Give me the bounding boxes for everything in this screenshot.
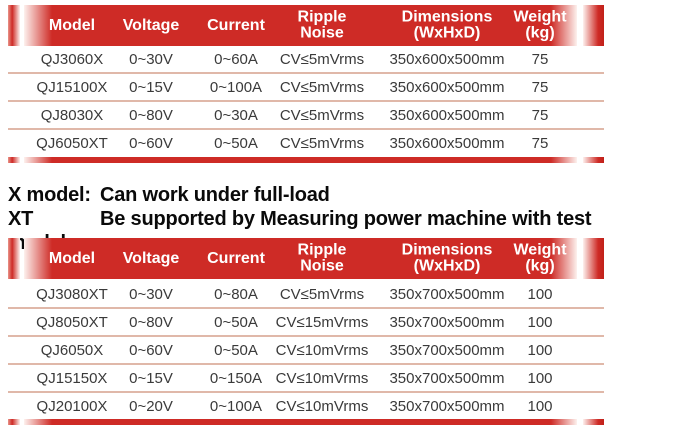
note-text: Be supported by Measuring power machine … <box>100 208 592 230</box>
col-header-weight: Weight (kg) <box>513 8 567 42</box>
cell-voltage: 0~60V <box>129 135 173 152</box>
cell-voltage: 0~15V <box>129 79 173 96</box>
cell-voltage: 0~30V <box>129 286 173 303</box>
model-notes: X model: Can work under full-load XT mod… <box>8 183 698 254</box>
cell-weight: 75 <box>531 107 549 124</box>
cell-current: 0~50A <box>214 135 258 152</box>
col-header-model: Model <box>48 17 96 34</box>
cell-model: QJ6050X <box>40 342 104 359</box>
table2-bottom-bar <box>8 419 604 425</box>
cell-weight: 100 <box>527 286 553 303</box>
cell-model: QJ15150X <box>36 370 108 387</box>
bar-main <box>24 419 577 425</box>
cell-ripple: CV≤10mVrms <box>275 370 369 387</box>
cell-voltage: 0~20V <box>129 398 173 415</box>
header-cap-right <box>583 5 604 46</box>
col-header-voltage: Voltage <box>122 250 180 267</box>
cell-ripple: CV≤5mVrms <box>279 79 365 96</box>
bar-cap-right <box>583 157 604 163</box>
cell-model: QJ20100X <box>36 398 108 415</box>
cell-ripple: CV≤5mVrms <box>279 286 365 303</box>
table-row: QJ3080XT 0~30V 0~80A CV≤5mVrms 350x700x5… <box>8 281 604 309</box>
col-header-model: Model <box>48 250 96 267</box>
table-row: QJ15100X 0~15V 0~100A CV≤5mVrms 350x600x… <box>8 74 604 102</box>
cell-dimensions: 350x700x500mm <box>389 370 505 387</box>
header-cap-left <box>8 238 20 279</box>
cell-model: QJ8030X <box>40 107 104 124</box>
note-text: Can work under full-load <box>100 184 330 206</box>
bar-cap-right <box>583 419 604 425</box>
col-header-ripple-noise: Ripple Noise <box>297 8 347 42</box>
cell-dimensions: 350x600x500mm <box>389 51 505 68</box>
cell-dimensions: 350x600x500mm <box>389 79 505 96</box>
cell-current: 0~150A <box>209 370 263 387</box>
cell-dimensions: 350x700x500mm <box>389 398 505 415</box>
cell-weight: 75 <box>531 51 549 68</box>
cell-voltage: 0~80V <box>129 107 173 124</box>
table-row: QJ6050XT 0~60V 0~50A CV≤5mVrms 350x600x5… <box>8 130 604 158</box>
note-x-model: X model: Can work under full-load <box>8 183 698 207</box>
cell-voltage: 0~30V <box>129 51 173 68</box>
cell-ripple: CV≤10mVrms <box>275 398 369 415</box>
cell-model: QJ3080XT <box>36 286 108 303</box>
cell-weight: 100 <box>527 398 553 415</box>
cell-ripple: CV≤15mVrms <box>275 314 369 331</box>
cell-dimensions: 350x600x500mm <box>389 135 505 152</box>
table-row: QJ8050XT 0~80V 0~50A CV≤15mVrms 350x700x… <box>8 309 604 337</box>
cell-weight: 100 <box>527 314 553 331</box>
cell-ripple: CV≤5mVrms <box>279 135 365 152</box>
bar-main <box>24 157 577 163</box>
table1-header: Model Voltage Current Ripple Noise Dimens… <box>8 5 604 46</box>
table2-header: Model Voltage Current Ripple Noise Dimens… <box>8 238 604 279</box>
cell-dimensions: 350x700x500mm <box>389 286 505 303</box>
cell-weight: 75 <box>531 135 549 152</box>
note-label: X model: <box>8 184 91 206</box>
cell-voltage: 0~80V <box>129 314 173 331</box>
col-header-ripple-noise: Ripple Noise <box>297 241 347 275</box>
col-header-weight: Weight (kg) <box>513 241 567 275</box>
bar-cap-left <box>8 419 20 425</box>
col-header-voltage: Voltage <box>122 17 180 34</box>
cell-voltage: 0~15V <box>129 370 173 387</box>
note-xt-model: XT model: Be supported by Measuring powe… <box>8 207 698 254</box>
cell-current: 0~50A <box>214 314 258 331</box>
header-bar <box>24 5 577 46</box>
cell-model: QJ3060X <box>40 51 104 68</box>
header-cap-left <box>8 5 20 46</box>
table-row: QJ15150X 0~15V 0~150A CV≤10mVrms 350x700… <box>8 365 604 393</box>
cell-ripple: CV≤5mVrms <box>279 51 365 68</box>
bar-cap-left <box>8 157 20 163</box>
cell-model: QJ15100X <box>36 79 108 96</box>
note-label: XT model: <box>8 208 73 254</box>
cell-model: QJ8050XT <box>36 314 108 331</box>
col-header-current: Current <box>207 250 265 267</box>
cell-voltage: 0~60V <box>129 342 173 359</box>
col-header-dimensions: Dimensions (WxHxD) <box>401 8 493 42</box>
cell-current: 0~60A <box>214 51 258 68</box>
cell-current: 0~50A <box>214 342 258 359</box>
header-cap-right <box>583 238 604 279</box>
cell-weight: 100 <box>527 342 553 359</box>
col-header-dimensions: Dimensions (WxHxD) <box>401 241 493 275</box>
cell-current: 0~100A <box>209 79 263 96</box>
table1-bottom-bar <box>8 157 604 163</box>
cell-current: 0~30A <box>214 107 258 124</box>
cell-current: 0~80A <box>214 286 258 303</box>
cell-dimensions: 350x600x500mm <box>389 107 505 124</box>
table-row: QJ3060X 0~30V 0~60A CV≤5mVrms 350x600x50… <box>8 46 604 74</box>
cell-ripple: CV≤10mVrms <box>275 342 369 359</box>
cell-weight: 75 <box>531 79 549 96</box>
table-row: QJ6050X 0~60V 0~50A CV≤10mVrms 350x700x5… <box>8 337 604 365</box>
table-row: QJ20100X 0~20V 0~100A CV≤10mVrms 350x700… <box>8 393 604 421</box>
header-bar <box>24 238 577 279</box>
col-header-current: Current <box>207 17 265 34</box>
table-row: QJ8030X 0~80V 0~30A CV≤5mVrms 350x600x50… <box>8 102 604 130</box>
cell-weight: 100 <box>527 370 553 387</box>
cell-ripple: CV≤5mVrms <box>279 107 365 124</box>
cell-dimensions: 350x700x500mm <box>389 342 505 359</box>
cell-current: 0~100A <box>209 398 263 415</box>
cell-dimensions: 350x700x500mm <box>389 314 505 331</box>
cell-model: QJ6050XT <box>36 135 108 152</box>
